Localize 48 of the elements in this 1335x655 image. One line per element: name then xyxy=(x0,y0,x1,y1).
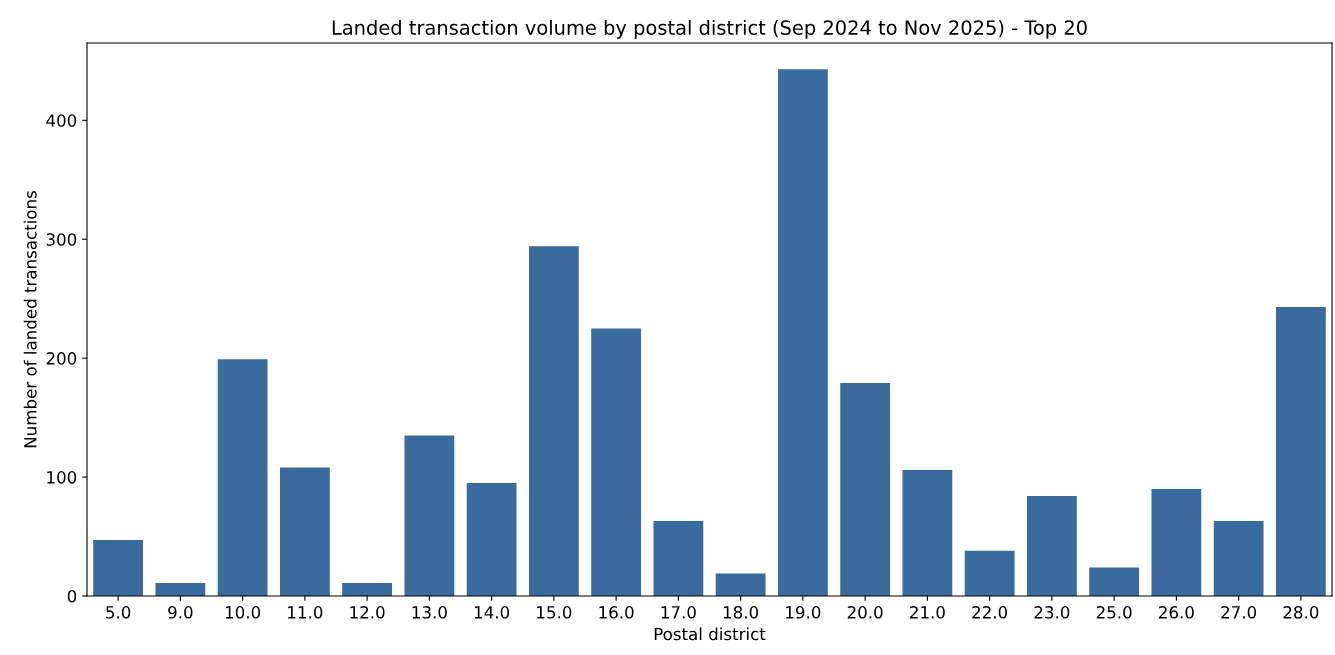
bar xyxy=(840,383,891,596)
x-tick-label: 14.0 xyxy=(474,606,510,619)
y-tick-label: 0 xyxy=(67,589,77,603)
x-tick-label: 10.0 xyxy=(225,606,261,619)
bar xyxy=(528,246,579,596)
chart-title: Landed transaction volume by postal district (Sep 2024 to Nov 2025) - Top 20 xyxy=(332,19,1087,39)
x-tick-label: 13.0 xyxy=(412,606,447,619)
x-tick-label: 12.0 xyxy=(350,606,385,619)
bar xyxy=(1275,307,1326,596)
y-tick-label: 100 xyxy=(47,471,77,484)
y-axis-title: Number of landed transactions xyxy=(23,191,37,448)
x-tick-label: 22.0 xyxy=(972,606,1008,619)
x-tick-label: 21.0 xyxy=(910,606,945,619)
bar xyxy=(279,467,330,596)
x-tick-label: 15.0 xyxy=(537,606,572,619)
bar xyxy=(466,483,517,596)
x-tick-label: 25.0 xyxy=(1096,606,1132,619)
bar xyxy=(902,469,953,596)
bar xyxy=(93,540,144,596)
x-tick-label: 17.0 xyxy=(661,606,696,619)
bar xyxy=(404,435,455,596)
y-tick-label: 400 xyxy=(46,114,77,127)
y-tick-label: 200 xyxy=(46,352,77,365)
x-tick-label: 27.0 xyxy=(1221,606,1257,619)
bar xyxy=(653,521,704,596)
bar xyxy=(591,328,642,596)
x-tick-label: 26.0 xyxy=(1159,606,1194,619)
bar xyxy=(342,582,393,596)
bar xyxy=(777,69,828,596)
x-tick-label: 16.0 xyxy=(599,606,634,619)
bar xyxy=(155,582,206,596)
x-tick-label: 5.0 xyxy=(106,606,131,619)
bar xyxy=(217,359,268,596)
x-tick-label: 11.0 xyxy=(288,606,323,619)
x-tick-label: 9.0 xyxy=(168,606,193,619)
x-axis-title: Postal district xyxy=(654,627,766,641)
x-tick-label: 28.0 xyxy=(1283,606,1319,619)
bar xyxy=(1213,521,1264,596)
bar xyxy=(1151,488,1202,596)
bar xyxy=(1089,567,1140,596)
x-tick-label: 19.0 xyxy=(786,606,821,619)
bar xyxy=(1026,496,1077,596)
bar xyxy=(964,550,1015,596)
x-tick-label: 23.0 xyxy=(1034,606,1070,619)
y-tick-label: 300 xyxy=(46,233,77,246)
x-tick-label: 20.0 xyxy=(847,606,883,619)
bar xyxy=(715,573,766,596)
x-tick-label: 18.0 xyxy=(723,606,759,619)
